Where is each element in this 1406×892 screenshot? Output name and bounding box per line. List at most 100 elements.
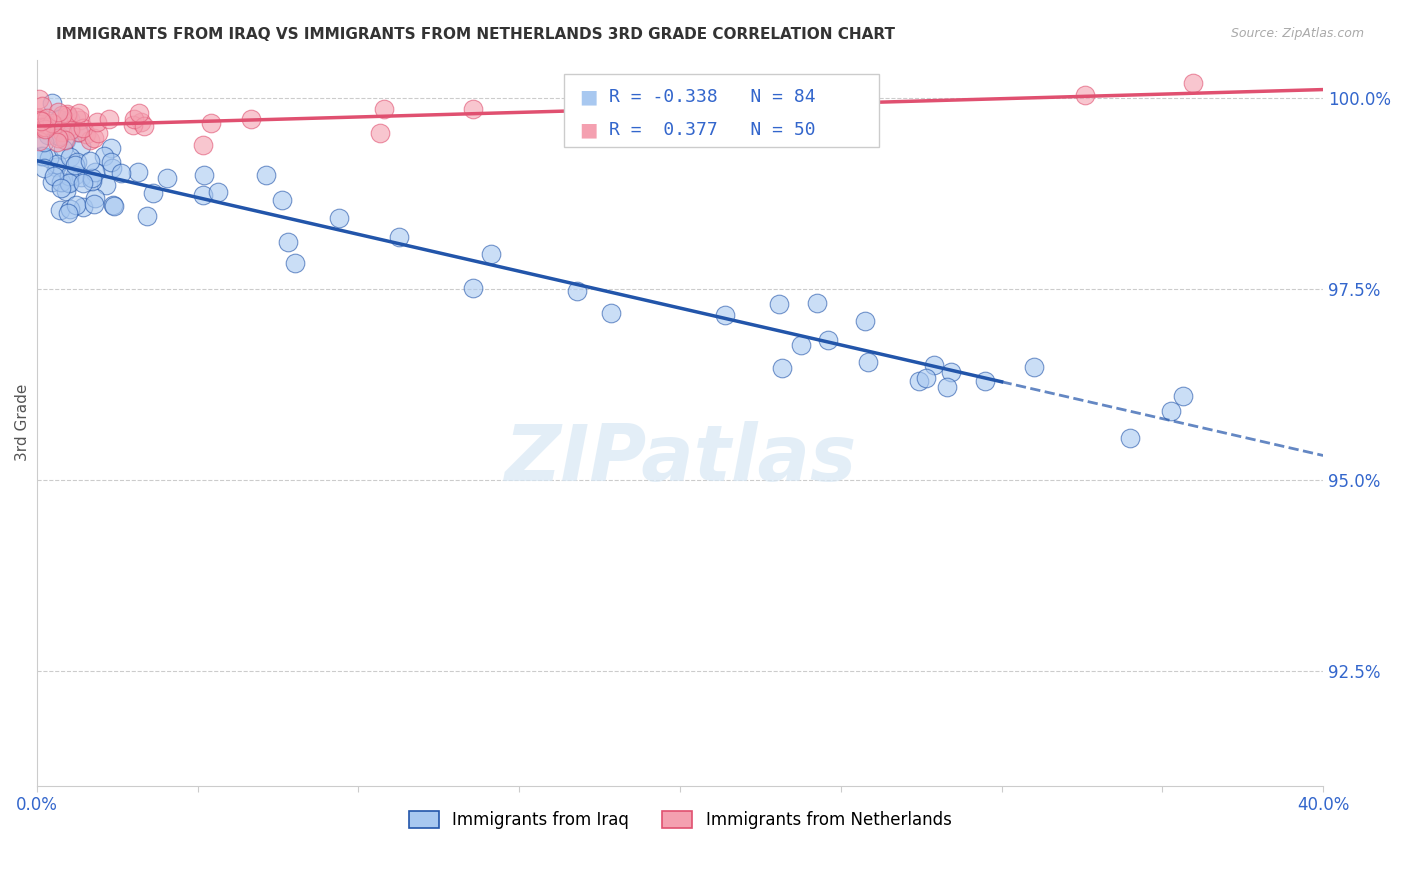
Point xyxy=(48,131,70,145)
Point xyxy=(461,281,484,295)
Legend: Immigrants from Iraq, Immigrants from Netherlands: Immigrants from Iraq, Immigrants from Ne… xyxy=(402,804,957,836)
Point xyxy=(72,120,94,135)
Point xyxy=(69,170,91,185)
Point xyxy=(84,191,107,205)
Text: Source: ZipAtlas.com: Source: ZipAtlas.com xyxy=(1230,27,1364,40)
Point xyxy=(80,171,103,186)
Point xyxy=(98,112,121,127)
Point xyxy=(94,178,117,192)
Point xyxy=(37,111,59,125)
Point xyxy=(207,185,229,199)
Point xyxy=(79,132,101,146)
Point xyxy=(86,114,108,128)
Point xyxy=(27,120,49,135)
Text: R =  0.377   N = 50: R = 0.377 N = 50 xyxy=(609,121,815,139)
Point xyxy=(63,168,86,182)
Point xyxy=(69,113,91,128)
Point xyxy=(34,135,56,149)
Point xyxy=(65,110,87,124)
Point xyxy=(45,160,67,174)
Point xyxy=(100,161,122,175)
Point xyxy=(817,334,839,348)
Point xyxy=(56,109,79,123)
Point xyxy=(277,235,299,249)
Point xyxy=(714,308,737,322)
Point xyxy=(51,125,73,139)
Point xyxy=(1074,88,1097,103)
Point xyxy=(122,112,145,126)
Point xyxy=(72,176,94,190)
Point xyxy=(32,161,55,176)
Point xyxy=(191,188,214,202)
Point xyxy=(63,158,86,172)
Point xyxy=(31,149,53,163)
Point xyxy=(388,230,411,244)
Point xyxy=(27,92,49,106)
Point xyxy=(42,169,65,183)
Point xyxy=(59,202,82,217)
Point xyxy=(67,105,90,120)
Point xyxy=(66,155,89,169)
Point xyxy=(27,111,49,125)
Point xyxy=(67,125,90,139)
Point xyxy=(806,296,828,310)
Point xyxy=(30,149,52,163)
Point xyxy=(83,197,105,211)
Point xyxy=(28,134,51,148)
Point xyxy=(56,106,79,120)
Point xyxy=(110,166,132,180)
Point xyxy=(200,116,222,130)
Point xyxy=(58,175,80,189)
Text: ZIPatlas: ZIPatlas xyxy=(503,421,856,497)
Point xyxy=(86,126,108,140)
Point xyxy=(271,193,294,207)
Point xyxy=(648,100,671,114)
Point xyxy=(72,200,94,214)
Point xyxy=(41,116,63,130)
Point xyxy=(155,171,177,186)
Point xyxy=(48,112,70,127)
Point xyxy=(51,180,73,194)
Point xyxy=(284,256,307,270)
Point xyxy=(65,198,87,212)
Point xyxy=(128,105,150,120)
Point xyxy=(46,157,69,171)
Point xyxy=(368,126,391,140)
Point xyxy=(132,119,155,133)
Text: IMMIGRANTS FROM IRAQ VS IMMIGRANTS FROM NETHERLANDS 3RD GRADE CORRELATION CHART: IMMIGRANTS FROM IRAQ VS IMMIGRANTS FROM … xyxy=(56,27,896,42)
Point xyxy=(100,141,122,155)
Point xyxy=(768,296,790,310)
Text: ■: ■ xyxy=(579,120,598,139)
Point xyxy=(34,122,56,136)
Point xyxy=(908,374,931,388)
Point xyxy=(59,123,82,137)
Point xyxy=(100,154,122,169)
Point xyxy=(922,358,945,372)
Point xyxy=(55,184,77,198)
Point xyxy=(914,371,936,385)
Point xyxy=(935,380,957,394)
Point xyxy=(853,314,876,328)
Point xyxy=(51,175,73,189)
Point xyxy=(30,120,52,135)
Y-axis label: 3rd Grade: 3rd Grade xyxy=(15,384,30,461)
Point xyxy=(1171,389,1194,403)
Point xyxy=(83,165,105,179)
Point xyxy=(373,102,395,116)
Point xyxy=(974,374,997,388)
Text: ■: ■ xyxy=(579,87,598,106)
Point xyxy=(59,119,82,133)
Point xyxy=(193,138,215,153)
Point xyxy=(53,133,76,147)
Point xyxy=(790,338,813,352)
Point xyxy=(51,108,73,122)
Point xyxy=(142,186,165,200)
Point xyxy=(463,102,485,116)
Point xyxy=(58,169,80,184)
Point xyxy=(1160,404,1182,418)
Point xyxy=(254,168,277,182)
Point xyxy=(83,130,105,145)
Point xyxy=(122,118,145,132)
Point xyxy=(328,211,350,225)
Point xyxy=(66,125,89,139)
